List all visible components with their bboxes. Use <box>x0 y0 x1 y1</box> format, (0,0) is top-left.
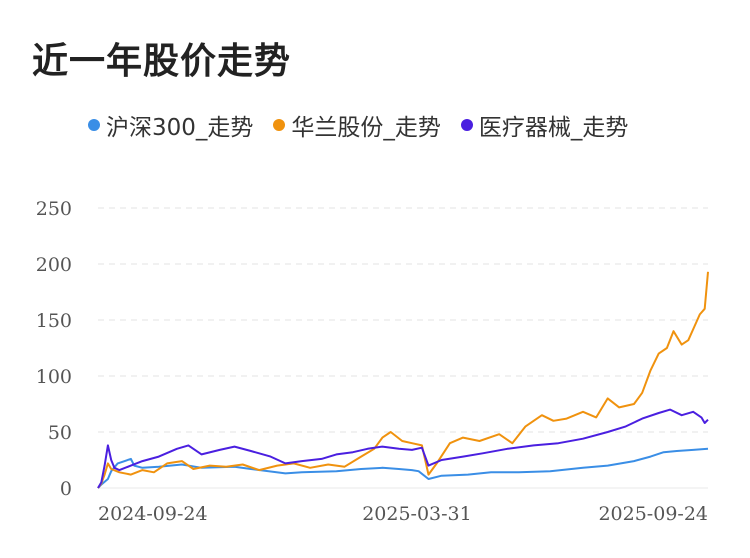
legend-marker-hualan <box>273 119 286 131</box>
legend-marker-medical <box>460 119 473 131</box>
y-tick-label: 100 <box>36 366 72 388</box>
line-hs300 <box>97 447 709 489</box>
y-tick-label: 200 <box>36 254 72 276</box>
legend-label-hs300: 沪深300_走势 <box>106 115 254 141</box>
y-axis-ticks: 0 50 100 150 200 250 <box>36 198 72 500</box>
y-tick-label: 50 <box>48 422 72 444</box>
chart-title: 近一年股价走势 <box>32 41 292 82</box>
line-hualan <box>97 271 709 489</box>
series-lines <box>97 271 709 489</box>
legend: 沪深300_走势 华兰股份_走势 医疗器械_走势 <box>88 108 648 142</box>
legend-label-hualan: 华兰股份_走势 <box>291 115 441 141</box>
line-medical <box>97 408 709 489</box>
y-tick-label: 250 <box>36 198 72 220</box>
x-tick-label: 2025-09-24 <box>598 503 708 525</box>
x-tick-label: 2025-03-31 <box>362 503 472 525</box>
legend-item-hs300[interactable]: 沪深300_走势 <box>88 108 253 142</box>
legend-label-medical: 医疗器械_走势 <box>478 115 629 141</box>
legend-marker-hs300 <box>88 119 100 131</box>
y-tick-label: 0 <box>60 478 72 500</box>
x-tick-label: 2024-09-24 <box>98 503 208 525</box>
legend-item-medical[interactable]: 医疗器械_走势 <box>460 108 629 142</box>
y-tick-label: 150 <box>36 310 72 332</box>
x-axis-ticks: 2024-09-24 2025-03-31 2025-09-24 <box>98 503 708 525</box>
legend-item-hualan[interactable]: 华兰股份_走势 <box>273 108 441 142</box>
